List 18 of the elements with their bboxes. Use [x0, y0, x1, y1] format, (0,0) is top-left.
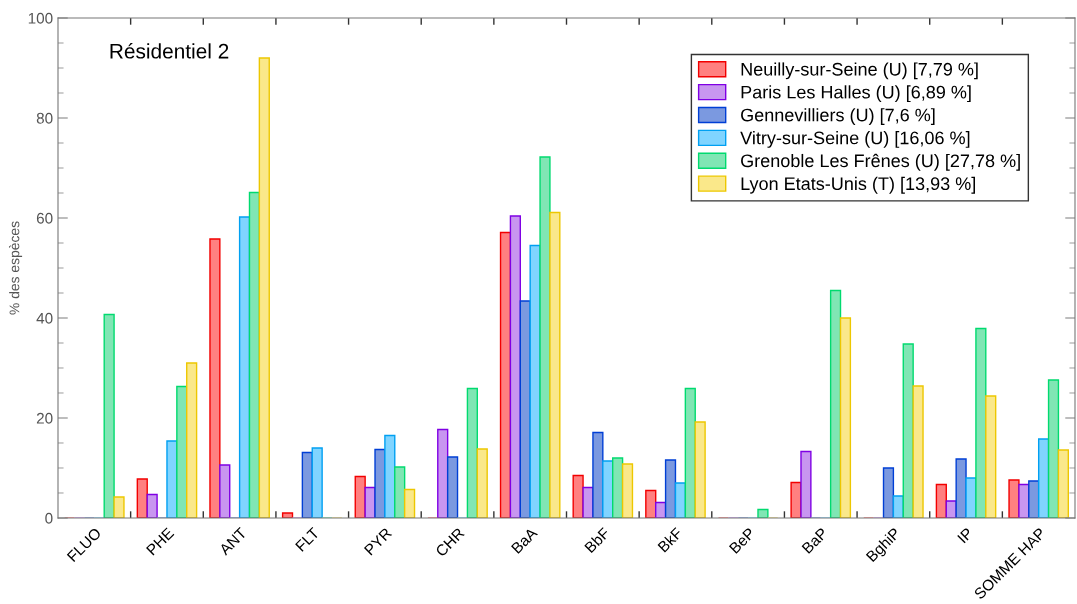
legend-label: Vitry-sur-Seine (U) [16,06 %]: [740, 131, 970, 148]
legend-label: Gennevilliers (U) [7,6 %]: [741, 108, 935, 125]
y-tick-label: 40: [36, 312, 53, 324]
legend-label: Lyon Etats-Unis (T) [13,93 %]: [741, 176, 975, 194]
legend-label: Neuilly-sur-Seine (U) [7,79 %]: [741, 62, 978, 80]
x-tick-label: IP: [957, 527, 974, 544]
legend-label: Grenoble Les Frênes (U) [27,78 %]: [741, 153, 1020, 171]
y-tick-label: 20: [36, 412, 53, 424]
y-tick-label: 60: [36, 212, 53, 224]
y-tick-label: 0: [45, 512, 53, 524]
y-tick-label: 80: [36, 112, 53, 124]
y-axis-title: % des espèces: [8, 221, 23, 315]
x-tick-label: BaA: [511, 526, 539, 554]
x-tick-label: FLT: [295, 526, 320, 552]
y-tick-label: 100: [28, 12, 53, 24]
legend-label: Paris Les Halles (U) [6,89 %]: [741, 85, 971, 103]
x-tick-label: BkF: [657, 526, 683, 553]
text: Résidentiel 2: [110, 43, 229, 59]
